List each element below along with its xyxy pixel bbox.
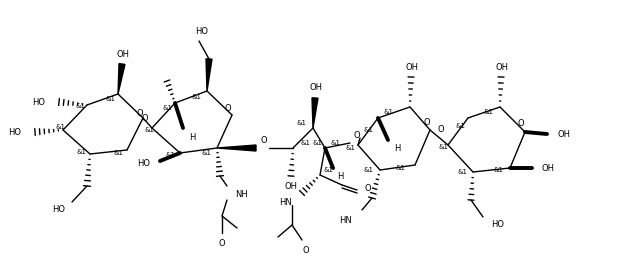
Text: HO: HO — [52, 205, 65, 214]
Text: &1: &1 — [300, 140, 310, 146]
Text: &1: &1 — [296, 120, 306, 126]
Text: NH: NH — [235, 190, 248, 198]
Text: HO: HO — [137, 158, 150, 168]
Text: OH: OH — [116, 49, 129, 58]
Polygon shape — [217, 145, 256, 151]
Text: O: O — [142, 113, 148, 123]
Text: &1: &1 — [457, 169, 467, 175]
Text: &1: &1 — [345, 145, 355, 151]
Text: O: O — [261, 135, 268, 145]
Text: O: O — [518, 118, 524, 128]
Polygon shape — [118, 64, 125, 94]
Text: &1: &1 — [323, 167, 333, 173]
Text: &1: &1 — [113, 150, 123, 156]
Text: OH: OH — [406, 63, 419, 71]
Text: &1: &1 — [438, 144, 448, 150]
Text: O: O — [424, 118, 431, 126]
Text: O: O — [354, 130, 361, 140]
Text: O: O — [219, 239, 226, 247]
Text: HN: HN — [279, 197, 292, 207]
Text: HO: HO — [8, 128, 21, 136]
Text: OH: OH — [496, 63, 509, 71]
Polygon shape — [206, 59, 212, 91]
Text: &1: &1 — [165, 152, 175, 158]
Text: &1: &1 — [55, 124, 65, 130]
Text: &1: &1 — [75, 103, 85, 109]
Text: H: H — [337, 172, 343, 180]
Text: H: H — [189, 133, 196, 142]
Text: O: O — [364, 183, 371, 192]
Text: HO: HO — [32, 98, 45, 106]
Text: &1: &1 — [76, 149, 86, 155]
Text: HO: HO — [196, 26, 209, 36]
Text: &1: &1 — [363, 127, 373, 133]
Text: OH: OH — [542, 163, 555, 173]
Text: &1: &1 — [395, 165, 405, 171]
Text: &1: &1 — [312, 140, 322, 146]
Text: &1: &1 — [191, 94, 201, 100]
Text: &1: &1 — [493, 167, 503, 173]
Text: &1: &1 — [105, 96, 115, 102]
Text: HO: HO — [491, 220, 504, 229]
Text: HN: HN — [339, 215, 352, 225]
Text: O: O — [302, 245, 309, 254]
Text: &1: &1 — [330, 140, 340, 146]
Text: O: O — [225, 103, 231, 113]
Polygon shape — [312, 98, 318, 128]
Text: O: O — [137, 108, 143, 118]
Text: &1: &1 — [144, 127, 154, 133]
Text: OH: OH — [284, 182, 298, 190]
Text: &1: &1 — [483, 109, 493, 115]
Text: OH: OH — [309, 83, 322, 91]
Text: &1: &1 — [162, 105, 172, 111]
Text: OH: OH — [557, 130, 570, 138]
Text: H: H — [394, 143, 401, 153]
Text: O: O — [438, 125, 444, 133]
Text: &1: &1 — [455, 123, 465, 129]
Text: &1: &1 — [363, 167, 373, 173]
Text: &1: &1 — [383, 109, 393, 115]
Text: &1: &1 — [201, 150, 211, 156]
